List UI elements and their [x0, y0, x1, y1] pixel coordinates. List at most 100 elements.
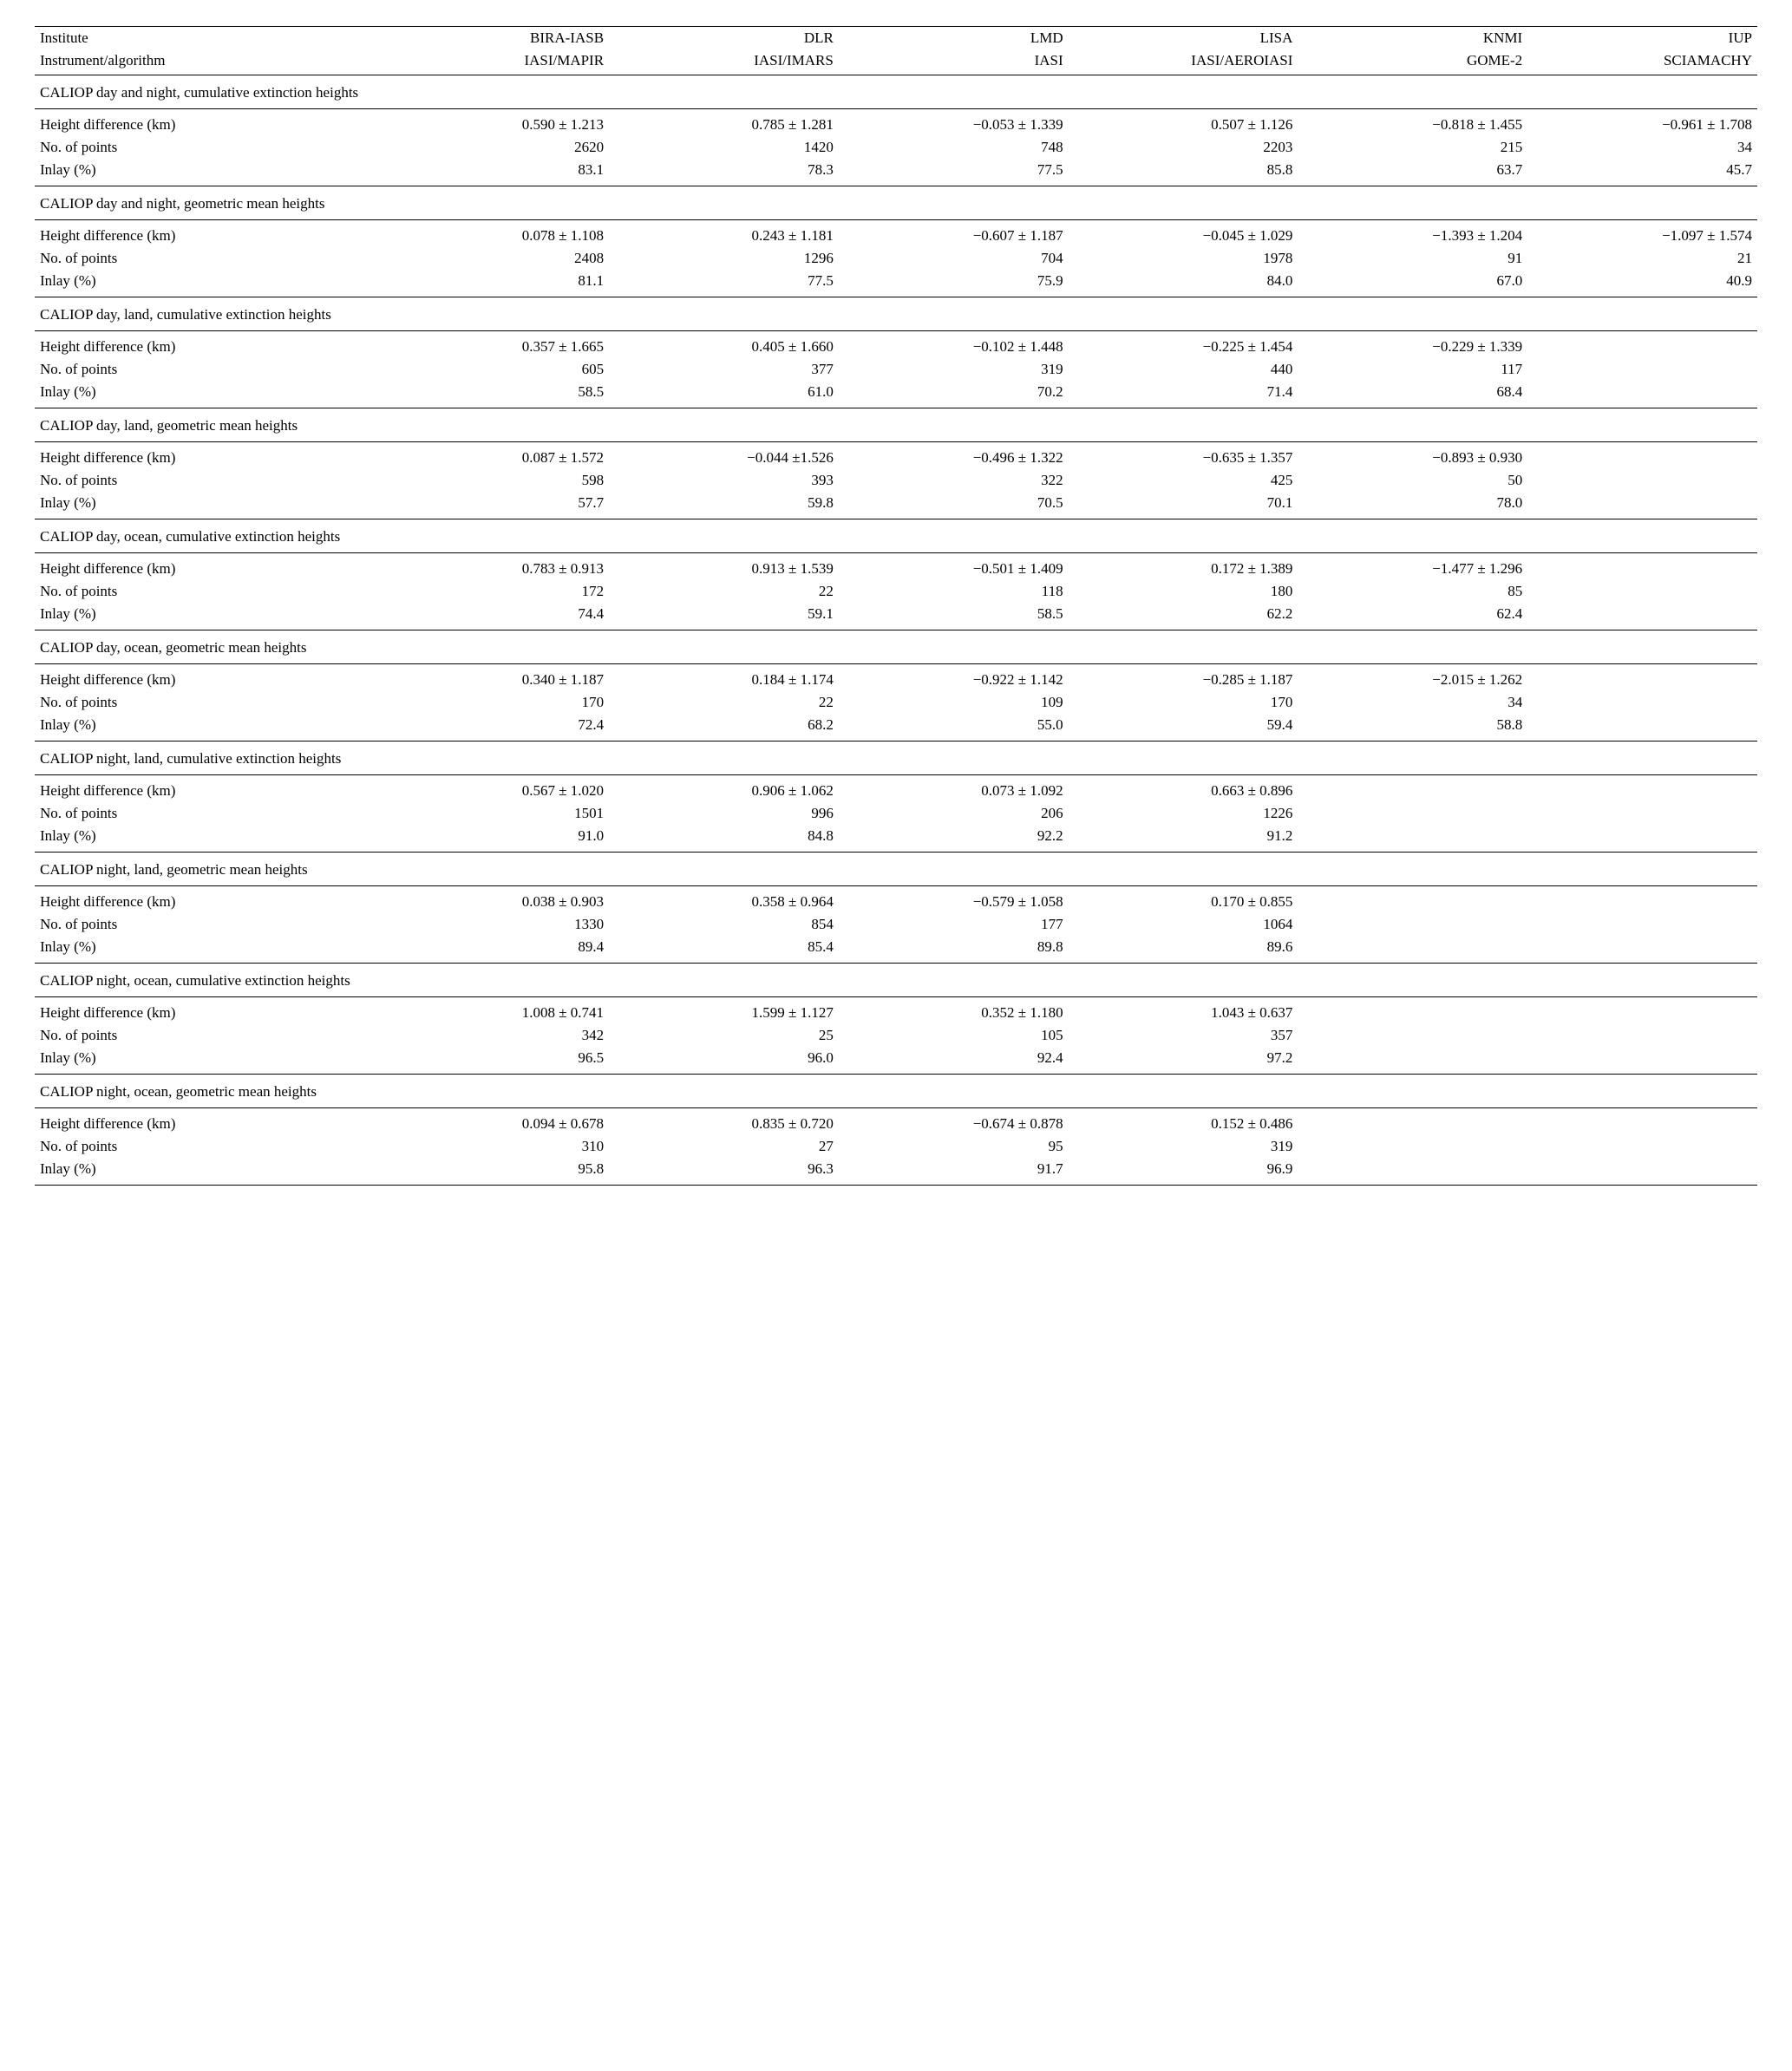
data-cell: 0.357 ± 1.665	[379, 331, 609, 359]
data-cell	[1298, 997, 1527, 1025]
data-cell: 0.184 ± 1.174	[609, 664, 839, 692]
row-label: Height difference (km)	[35, 109, 379, 137]
data-cell: 0.507 ± 1.126	[1069, 109, 1298, 137]
data-cell: 96.5	[379, 1047, 609, 1075]
data-cell: 77.5	[609, 270, 839, 297]
data-cell: 34	[1298, 691, 1527, 714]
points-row: No. of points59839332242550	[35, 469, 1757, 492]
data-cell: 70.2	[839, 381, 1069, 408]
data-cell: −1.097 ± 1.574	[1527, 220, 1757, 248]
data-cell: 1226	[1069, 802, 1298, 825]
data-cell	[1527, 469, 1757, 492]
data-cell: 58.8	[1298, 714, 1527, 742]
data-cell: 1.599 ± 1.127	[609, 997, 839, 1025]
data-cell	[1527, 1135, 1757, 1158]
data-cell: 177	[839, 913, 1069, 936]
data-cell: −0.893 ± 0.930	[1298, 442, 1527, 470]
section-title: CALIOP night, land, cumulative extinctio…	[35, 742, 1757, 775]
data-cell	[1298, 775, 1527, 803]
data-cell: −1.393 ± 1.204	[1298, 220, 1527, 248]
data-cell	[1527, 358, 1757, 381]
data-cell: 91	[1298, 247, 1527, 270]
inlay-row: Inlay (%)58.561.070.271.468.4	[35, 381, 1757, 408]
data-cell	[1527, 1108, 1757, 1136]
row-label: No. of points	[35, 1024, 379, 1047]
header-instrument-label: Instrument/algorithm	[35, 49, 379, 75]
data-cell: 1501	[379, 802, 609, 825]
data-cell: 1978	[1069, 247, 1298, 270]
data-cell: −0.229 ± 1.339	[1298, 331, 1527, 359]
row-label: Inlay (%)	[35, 159, 379, 186]
data-cell: 70.1	[1069, 492, 1298, 519]
data-cell: −2.015 ± 1.262	[1298, 664, 1527, 692]
data-cell	[1527, 664, 1757, 692]
points-row: No. of points3102795319	[35, 1135, 1757, 1158]
row-label: Inlay (%)	[35, 492, 379, 519]
data-cell: 68.2	[609, 714, 839, 742]
data-cell: −0.285 ± 1.187	[1069, 664, 1298, 692]
section-title: CALIOP day and night, cumulative extinct…	[35, 75, 1757, 109]
data-cell: 45.7	[1527, 159, 1757, 186]
data-cell: 0.590 ± 1.213	[379, 109, 609, 137]
data-cell: 215	[1298, 136, 1527, 159]
data-cell: 2408	[379, 247, 609, 270]
data-cell: 0.152 ± 0.486	[1069, 1108, 1298, 1136]
inlay-row: Inlay (%)89.485.489.889.6	[35, 936, 1757, 964]
data-cell: 206	[839, 802, 1069, 825]
data-cell: 0.783 ± 0.913	[379, 553, 609, 581]
data-cell: −0.674 ± 0.878	[839, 1108, 1069, 1136]
data-cell: 63.7	[1298, 159, 1527, 186]
data-cell: 1.043 ± 0.637	[1069, 997, 1298, 1025]
data-cell: 0.340 ± 1.187	[379, 664, 609, 692]
data-cell: 0.906 ± 1.062	[609, 775, 839, 803]
row-label: Height difference (km)	[35, 1108, 379, 1136]
data-cell: 0.913 ± 1.539	[609, 553, 839, 581]
data-cell: 74.4	[379, 603, 609, 630]
data-cell: 172	[379, 580, 609, 603]
header-col-instrument: IASI/MAPIR	[379, 49, 609, 75]
data-cell	[1298, 886, 1527, 914]
data-cell: 0.352 ± 1.180	[839, 997, 1069, 1025]
row-label: No. of points	[35, 358, 379, 381]
data-cell: 319	[839, 358, 1069, 381]
section-title-row: CALIOP day, land, cumulative extinction …	[35, 297, 1757, 331]
data-cell: 440	[1069, 358, 1298, 381]
data-cell: −0.635 ± 1.357	[1069, 442, 1298, 470]
data-cell: 25	[609, 1024, 839, 1047]
data-cell: 0.170 ± 0.855	[1069, 886, 1298, 914]
data-cell	[1527, 886, 1757, 914]
section-title: CALIOP day, ocean, cumulative extinction…	[35, 519, 1757, 553]
header-col-instrument: GOME-2	[1298, 49, 1527, 75]
data-cell: 91.7	[839, 1158, 1069, 1186]
header-col-institute: LMD	[839, 27, 1069, 50]
data-cell: 96.0	[609, 1047, 839, 1075]
header-institute-label: Institute	[35, 27, 379, 50]
points-row: No. of points1702210917034	[35, 691, 1757, 714]
row-label: Inlay (%)	[35, 714, 379, 742]
data-cell: 319	[1069, 1135, 1298, 1158]
data-cell: 96.3	[609, 1158, 839, 1186]
header-col-institute: IUP	[1527, 27, 1757, 50]
data-cell: 58.5	[839, 603, 1069, 630]
data-cell: 0.038 ± 0.903	[379, 886, 609, 914]
data-cell: 393	[609, 469, 839, 492]
inlay-row: Inlay (%)83.178.377.585.863.745.7	[35, 159, 1757, 186]
height-diff-row: Height difference (km)0.078 ± 1.1080.243…	[35, 220, 1757, 248]
section-title-row: CALIOP day and night, cumulative extinct…	[35, 75, 1757, 109]
data-cell	[1298, 1024, 1527, 1047]
header-col-instrument: IASI	[839, 49, 1069, 75]
header-col-institute: DLR	[609, 27, 839, 50]
data-cell: 67.0	[1298, 270, 1527, 297]
height-diff-row: Height difference (km)0.357 ± 1.6650.405…	[35, 331, 1757, 359]
data-cell: 71.4	[1069, 381, 1298, 408]
data-cell	[1298, 802, 1527, 825]
data-cell: −0.496 ± 1.322	[839, 442, 1069, 470]
row-label: No. of points	[35, 136, 379, 159]
row-label: Height difference (km)	[35, 220, 379, 248]
data-cell: 57.7	[379, 492, 609, 519]
data-cell: 0.405 ± 1.660	[609, 331, 839, 359]
data-cell	[1527, 492, 1757, 519]
data-cell: 92.2	[839, 825, 1069, 853]
section-title: CALIOP night, ocean, geometric mean heig…	[35, 1075, 1757, 1108]
data-cell: −0.044 ±1.526	[609, 442, 839, 470]
